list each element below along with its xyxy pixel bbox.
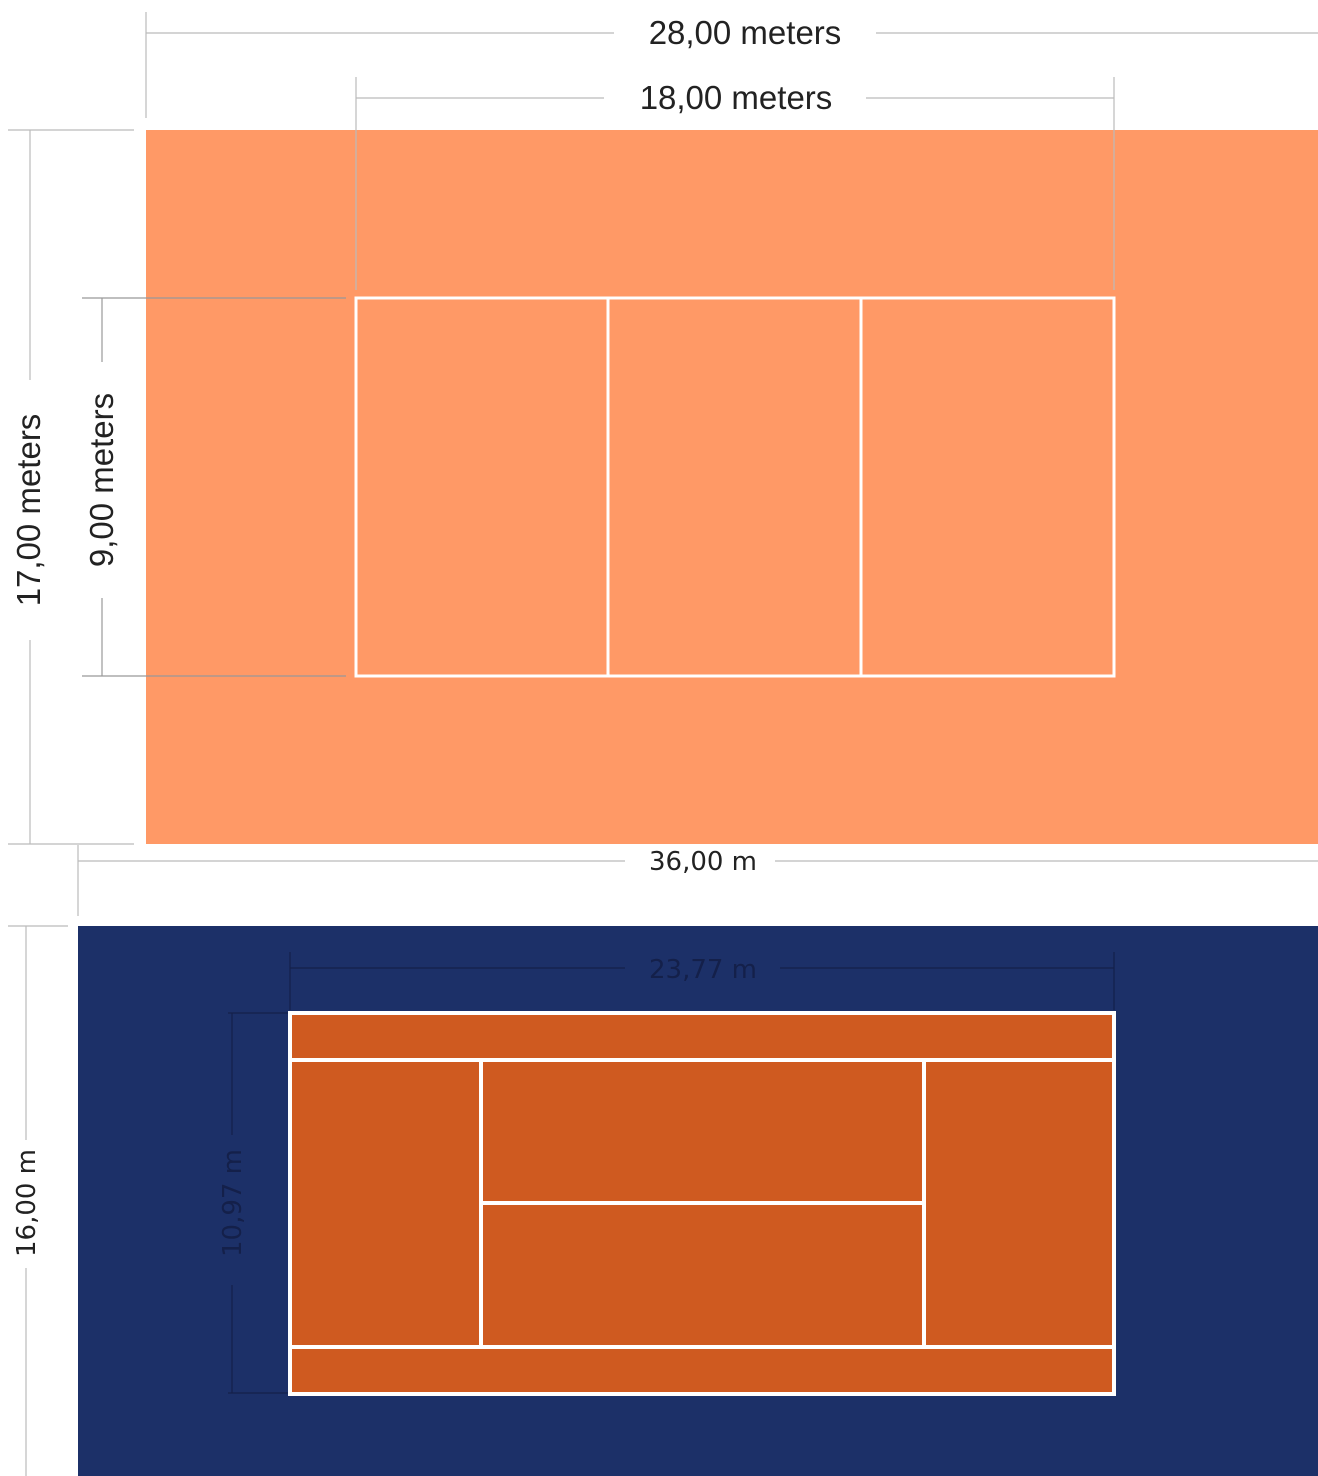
tennis-diagram: 36,00 m 23,77 m 10,97 m 16,00 m — [8, 845, 1318, 1476]
volleyball-total-height-dimension — [8, 129, 134, 845]
volleyball-court-length-label: 18,00 meters — [640, 79, 833, 116]
tennis-court-length-dimension — [289, 952, 1115, 1010]
volleyball-court-length-dimension — [355, 77, 1115, 290]
volleyball-total-width-dimension — [145, 12, 1318, 118]
tennis-court-length-label: 23,77 m — [649, 955, 757, 985]
tennis-court-width-dimension — [228, 1012, 288, 1394]
volleyball-diagram: 28,00 meters 18,00 meters 17,00 meters 9… — [8, 12, 1318, 845]
tennis-total-height-dimension — [8, 925, 68, 1476]
volleyball-total-width-label: 28,00 meters — [649, 14, 842, 51]
tennis-doubles-boundary — [288, 1011, 1116, 1396]
volleyball-total-height-label: 17,00 meters — [10, 414, 47, 607]
tennis-total-height-label: 16,00 m — [12, 1149, 42, 1257]
volleyball-surround — [146, 130, 1318, 844]
tennis-court-width-label: 10,97 m — [218, 1149, 248, 1257]
volleyball-court-width-label: 9,00 meters — [83, 393, 120, 567]
tennis-total-width-dimension — [77, 845, 1318, 916]
volleyball-court-width-dimension — [82, 297, 346, 677]
tennis-court — [288, 1011, 1116, 1396]
volleyball-court-boundary — [354, 296, 1116, 678]
volleyball-court — [354, 296, 1116, 678]
tennis-total-width-label: 36,00 m — [649, 847, 757, 877]
